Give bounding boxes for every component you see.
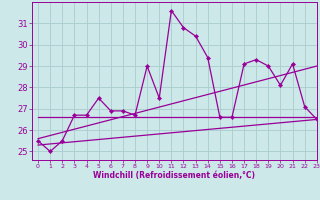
X-axis label: Windchill (Refroidissement éolien,°C): Windchill (Refroidissement éolien,°C) (93, 171, 255, 180)
